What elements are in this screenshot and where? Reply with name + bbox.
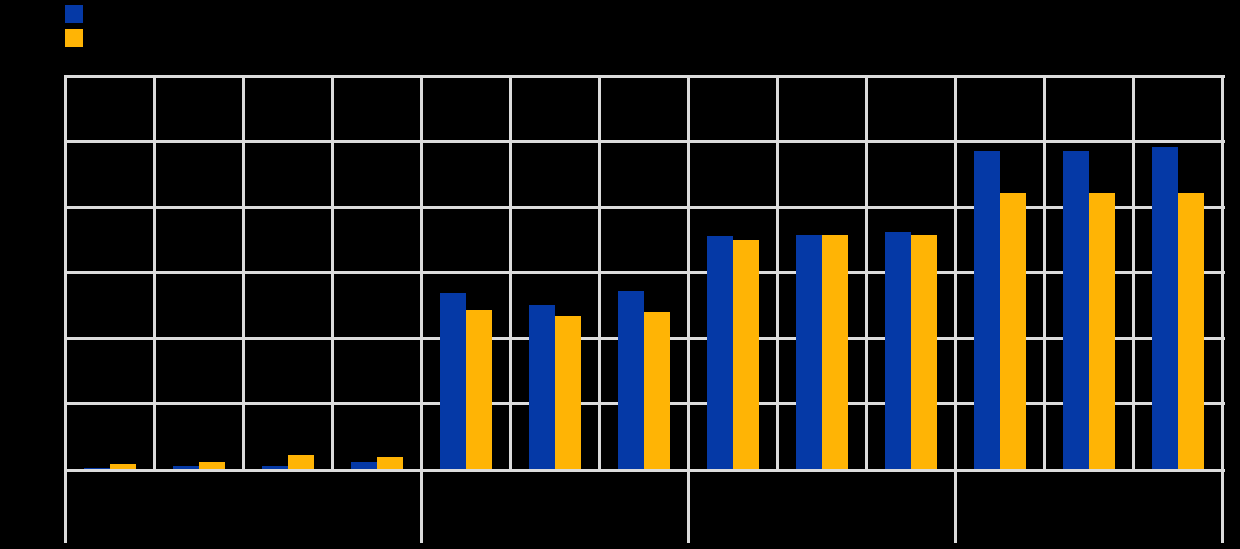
legend-item	[65, 5, 91, 23]
x-gridline	[597, 74, 601, 471]
bar-series-blue	[706, 236, 733, 469]
bar-series-blue	[172, 466, 199, 469]
bar-series-yellow	[732, 240, 759, 469]
x-gridline	[686, 74, 690, 471]
legend-swatch-yellow	[65, 29, 83, 47]
bar-series-blue	[1062, 151, 1089, 469]
bar-series-yellow	[109, 464, 136, 469]
bar-series-yellow	[465, 310, 492, 469]
bar-series-yellow	[999, 193, 1026, 469]
x-axis-line	[65, 469, 1225, 472]
bar-series-yellow	[1088, 193, 1115, 469]
y-gridline	[65, 140, 1225, 143]
x-gridline	[241, 74, 245, 471]
bar-series-yellow	[554, 316, 581, 469]
x-gridline	[508, 74, 512, 471]
bar-series-blue	[973, 151, 1000, 469]
x-axis-group-separator	[1220, 469, 1224, 543]
x-gridline	[63, 74, 67, 471]
x-gridline	[864, 74, 868, 471]
y-gridline	[65, 205, 1225, 209]
x-axis-group-separator	[419, 469, 423, 543]
bar-series-yellow	[1177, 193, 1204, 469]
legend	[65, 5, 91, 47]
bar-series-yellow	[376, 457, 403, 469]
x-gridline	[1220, 74, 1224, 471]
bar-series-blue	[528, 305, 555, 469]
bar-series-yellow	[821, 235, 848, 469]
bar-series-blue	[884, 232, 911, 469]
x-axis-group-separator	[686, 469, 690, 543]
bar-series-blue	[439, 293, 466, 469]
x-gridline	[419, 74, 423, 471]
bar-series-blue	[617, 291, 644, 469]
bar-series-blue	[83, 468, 110, 469]
x-gridline	[330, 74, 334, 471]
x-gridline	[775, 74, 779, 471]
x-gridline	[152, 74, 156, 471]
bar-series-yellow	[198, 462, 225, 469]
bar-series-yellow	[287, 455, 314, 469]
x-gridline	[953, 74, 957, 471]
x-gridline	[1131, 74, 1135, 471]
y-gridline	[65, 271, 1225, 274]
bar-series-yellow	[643, 312, 670, 469]
bar-series-blue	[1151, 147, 1178, 469]
legend-swatch-blue	[65, 5, 83, 23]
bar-series-yellow	[910, 235, 937, 469]
x-axis-group-separator	[63, 469, 67, 543]
legend-item	[65, 29, 91, 47]
bar-series-blue	[261, 466, 288, 469]
y-gridline	[65, 74, 1225, 78]
x-gridline	[1042, 74, 1046, 471]
x-axis-group-separator	[953, 469, 957, 543]
bar-series-blue	[795, 235, 822, 469]
bar-series-blue	[350, 462, 377, 469]
